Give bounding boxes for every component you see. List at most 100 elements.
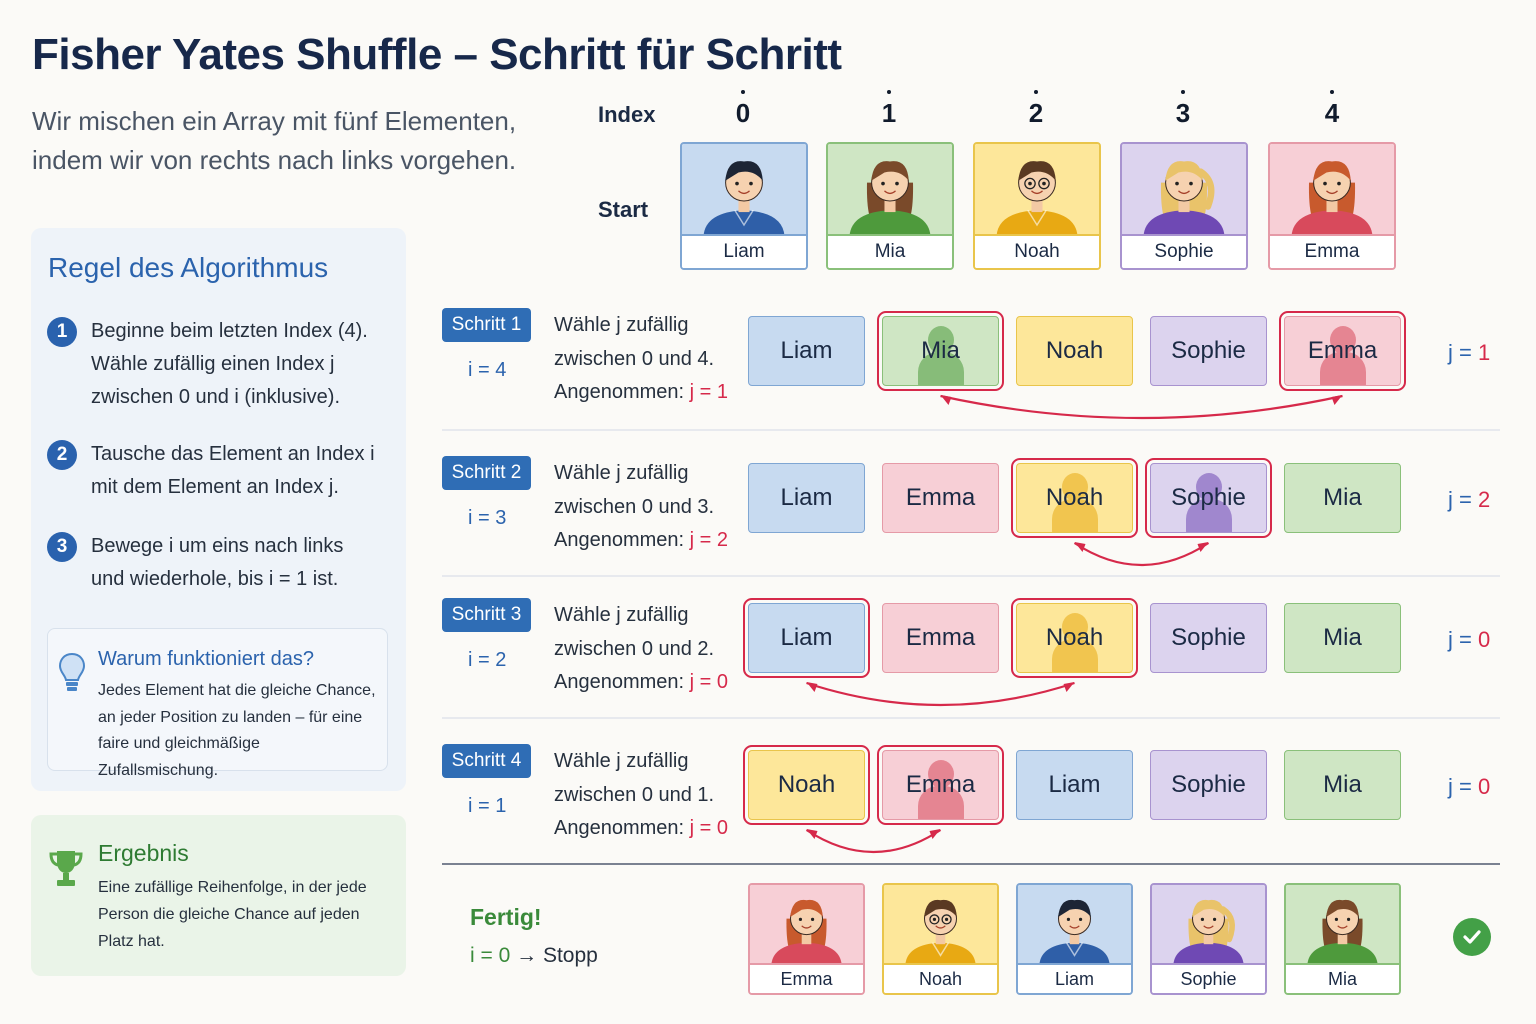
step-badge-2: Schritt 2 [442,456,531,490]
avatar-card-liam: Liam [1016,883,1133,995]
avatar-mia-icon [828,144,952,236]
chip-noah: Noah [1016,316,1133,386]
assumed-value: j = 0 [689,671,728,693]
start-label: Start [598,197,649,222]
avatar-name: Mia [1286,963,1399,993]
chip-label: Sophie [1171,624,1246,651]
step-separator [442,429,1500,431]
step-desc-line2: zwischen 0 und 3. [554,495,715,518]
avatar-card-noah: Noah [973,142,1101,270]
final-label: Fertig! [470,904,542,930]
final-stop-text: → Stopp [516,944,598,967]
ghost-silhouette-icon [1051,473,1098,532]
avatar-name: Sophie [1122,234,1246,268]
index-dot [887,90,891,94]
chip-label: Mia [921,337,960,364]
chip-emma: Emma [877,745,1004,825]
chip-mia: Mia [1284,603,1401,673]
chip-sophie: Sophie [1150,603,1267,673]
chip-label: Sophie [1171,771,1246,798]
why-box [47,628,388,771]
why-heading: Warum funktioniert das? [98,648,315,670]
chip-mia: Mia [877,311,1004,391]
chip-label: Liam [780,624,833,651]
avatar-name: Sophie [1152,963,1265,993]
chip-label: Noah [1045,337,1104,364]
step-desc-line2: zwischen 0 und 2. [554,637,715,660]
chip-noah: Noah [1011,458,1138,538]
ghost-silhouette-icon [917,760,964,819]
j-value: j = 1 [1448,340,1490,366]
why-text: Jedes Element hat die gleiche Chance, an… [98,682,376,779]
avatar-sophie-icon [1122,144,1246,236]
chip-liam: Liam [748,316,865,386]
j-value: j = 0 [1448,774,1490,800]
index-number-2: 2 [1028,98,1044,128]
chip-label: Emma [905,484,976,511]
j-number: 0 [1477,774,1491,799]
avatar-card-emma: Emma [1268,142,1396,270]
index-label: Index [598,102,656,127]
page-title: Fisher Yates Shuffle – Schritt für Schri… [32,30,842,79]
trophy-icon [48,848,84,895]
step-desc-line3: Angenommen: j = 1 [554,376,754,410]
result-text: Eine zufällige Reihenfolge, in der jede … [98,879,367,950]
avatar-card-emma: Emma [748,883,865,995]
chip-label: Liam [780,484,833,511]
avatar-noah-icon [975,144,1099,236]
chip-mia: Mia [1284,750,1401,820]
step-i-label: i = 4 [468,359,507,381]
chip-sophie: Sophie [1145,458,1272,538]
j-label: j = [1448,340,1472,365]
index-number-0: 0 [735,98,751,128]
chip-label: Sophie [1171,484,1246,511]
step-desc-line1: Wähle j zufällig [554,604,689,626]
avatar-card-mia: Mia [1284,883,1401,995]
rule-text-2: Tausche das Element an Index i mit dem E… [91,443,375,498]
step-separator [442,717,1500,719]
chip-label: Noah [1045,624,1104,651]
j-label: j = [1448,487,1472,512]
result-heading: Ergebnis [98,840,189,866]
step-description: Wähle j zufällig zwischen 0 und 1. Angenom… [554,745,754,846]
chip-liam: Liam [743,598,870,678]
j-label: j = [1448,627,1472,652]
chip-sophie: Sophie [1150,750,1267,820]
ghost-silhouette-icon [1051,613,1098,672]
chip-label: Mia [1323,624,1362,651]
assumed-prefix: Angenommen: [554,381,685,403]
avatar-emma-icon [750,885,863,965]
step-desc-line1: Wähle j zufällig [554,314,689,336]
chip-label: Emma [1307,337,1378,364]
chip-emma: Emma [882,463,999,533]
assumed-prefix: Angenommen: [554,529,685,551]
avatar-emma-icon [1270,144,1394,236]
step-separator [442,575,1500,577]
j-number: 1 [1477,340,1491,365]
avatar-name: Mia [828,234,952,268]
j-value: j = 2 [1448,487,1490,513]
j-label: j = [1448,774,1472,799]
step-i-label: i = 1 [468,795,507,817]
index-dot [741,90,745,94]
step-desc-line3: Angenommen: j = 2 [554,524,754,558]
assumed-prefix: Angenommen: [554,817,685,839]
chip-label: Mia [1323,484,1362,511]
assumed-value: j = 2 [689,529,728,551]
chip-label: Emma [905,624,976,651]
avatar-card-noah: Noah [882,883,999,995]
check-icon [1453,918,1491,956]
index-dot [1034,90,1038,94]
step-description: Wähle j zufällig zwischen 0 und 3. Angenom… [554,457,754,558]
rule-text-1: Beginne beim letzten Index (4). Wähle zu… [91,320,368,408]
page-subtitle: Wir mischen ein Array mit fünf Elementen… [32,106,517,175]
step-badge-4: Schritt 4 [442,744,531,778]
avatar-card-sophie: Sophie [1120,142,1248,270]
chip-label: Mia [1323,771,1362,798]
index-number-1: 1 [881,98,897,128]
avatar-liam-icon [682,144,806,236]
avatar-card-sophie: Sophie [1150,883,1267,995]
avatar-name: Noah [975,234,1099,268]
final-stop-i: i = 0 [470,944,511,967]
index-dot [1330,90,1334,94]
